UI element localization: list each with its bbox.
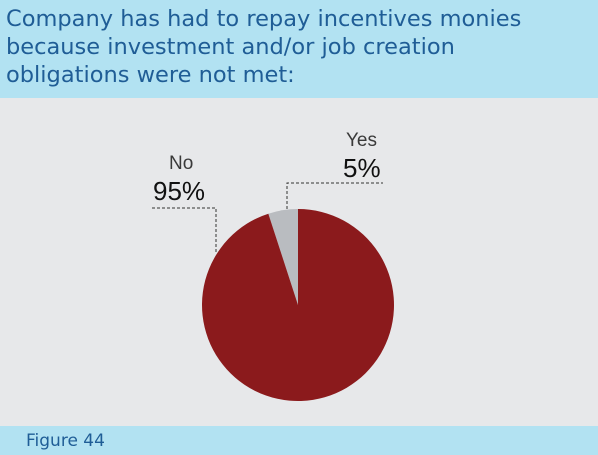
- chart-title-line: Company has had to repay incentives moni…: [6, 6, 522, 32]
- figure-label: Figure 44: [26, 431, 105, 451]
- pie-chart: Yes 5% No 95%: [152, 130, 395, 402]
- pie-slice-no: [201, 209, 395, 402]
- yes-leader-line: [286, 182, 383, 209]
- slice-label-no: No: [169, 153, 193, 174]
- no-leader-line: [152, 207, 217, 253]
- slice-label-yes: Yes: [346, 130, 377, 151]
- chart-title-line: because investment and/or job creation: [6, 34, 455, 60]
- title-band: Company has had to repay incentives moni…: [0, 0, 598, 98]
- chart-title: Company has had to repay incentives moni…: [0, 5, 594, 89]
- pie-slice-yes: [268, 209, 298, 305]
- chart-title-line: obligations were not met:: [6, 62, 295, 88]
- figure-band: Figure 44: [0, 426, 598, 455]
- pie-slices: [201, 209, 395, 402]
- slice-value-yes: 5%: [343, 153, 381, 183]
- slice-value-no: 95%: [153, 176, 205, 206]
